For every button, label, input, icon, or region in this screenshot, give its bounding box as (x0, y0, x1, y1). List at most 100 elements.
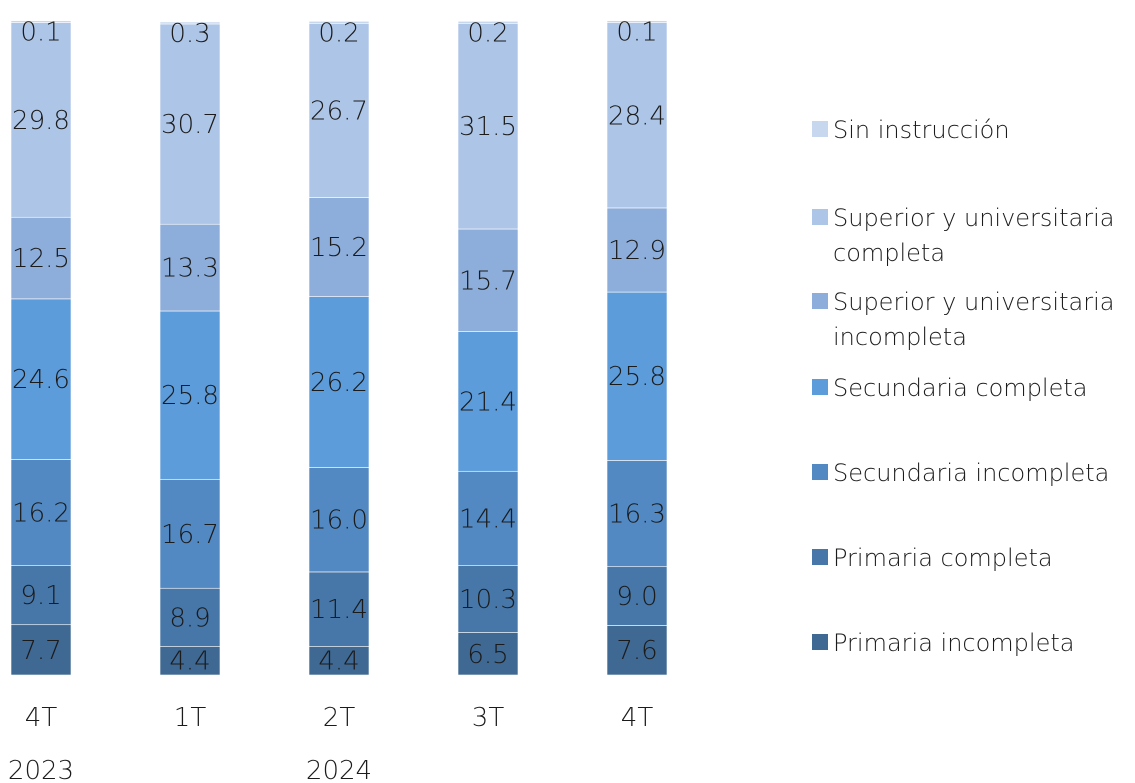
bar-segment (457, 470, 519, 566)
bar-segment (606, 625, 668, 676)
bar-segment (10, 20, 72, 23)
legend-item: Sin instrucción (812, 116, 1010, 144)
value-label: 12.9 (608, 236, 666, 266)
bar-segment (457, 23, 519, 230)
value-label: 26.7 (310, 96, 368, 126)
value-label: 7.7 (20, 636, 61, 666)
value-label: 31.5 (459, 112, 517, 142)
bar-segment (159, 223, 221, 312)
bar-segment (606, 291, 668, 461)
value-label: 21.4 (459, 387, 517, 417)
x-tick-label: 4T (621, 703, 654, 733)
bar-segment (308, 645, 370, 676)
value-label: 16.7 (161, 520, 219, 550)
value-label: 25.8 (608, 362, 666, 392)
x-tick-label: 1T (174, 703, 207, 733)
bar-segment (606, 22, 668, 209)
value-label: 0.2 (318, 18, 359, 48)
legend-swatch (812, 464, 828, 480)
bars-group (10, 20, 668, 676)
bar-segment (457, 228, 519, 332)
value-label: 30.7 (161, 110, 219, 140)
bar-segment (159, 645, 221, 676)
bar-segment (159, 23, 221, 225)
bar-segment (308, 296, 370, 468)
legend-item: Primaria completa (812, 544, 1053, 572)
legend-swatch (812, 379, 828, 395)
bar-segment (10, 564, 72, 626)
value-label: 12.5 (12, 244, 70, 274)
value-labels-group: 7.7 9.1 16.2 24.6 12.5 29.8 0.1 4.4 8.9 16.7 25.8 1… (12, 18, 666, 677)
value-label: 9.0 (616, 582, 657, 612)
value-label: 0.1 (20, 18, 61, 48)
x-tick-label: 3T (472, 703, 505, 733)
value-label: 0.1 (616, 18, 657, 48)
legend-item: Superior y universitaria completa (812, 204, 1114, 267)
bar-segment (159, 310, 221, 480)
value-label: 16.3 (608, 500, 666, 530)
legend-label: completa (833, 239, 945, 267)
value-label: 29.8 (12, 106, 70, 136)
value-label: 24.6 (12, 365, 70, 395)
value-label: 13.3 (161, 254, 219, 284)
value-label: 28.4 (608, 101, 666, 131)
legend-item: Primaria incompleta (812, 629, 1074, 657)
value-label: 16.2 (12, 498, 70, 528)
value-label: 25.8 (161, 381, 219, 411)
legend-label: Superior y universitaria (833, 204, 1114, 232)
legend: Sin instrucción Superior y universitaria c… (812, 116, 1114, 657)
bar-segment (159, 587, 221, 647)
legend-swatch (812, 549, 828, 565)
bar-segment (308, 23, 370, 198)
bar-segment (10, 22, 72, 218)
x-tick-label: 4T (25, 703, 58, 733)
legend-label: Secundaria completa (833, 374, 1087, 402)
bar-segment (308, 21, 370, 24)
value-label: 0.2 (467, 18, 508, 48)
legend-label: Primaria completa (833, 544, 1053, 572)
value-label: 16.0 (310, 506, 368, 536)
x-axis: 4T 1T 2T 3T 4T 2023 2024 (8, 703, 653, 783)
bar-segment (308, 467, 370, 573)
legend-label: Superior y universitaria (833, 288, 1114, 316)
bar-segment (10, 216, 72, 300)
bar-segment (457, 632, 519, 676)
bar-segment (308, 571, 370, 647)
legend-label: Secundaria incompleta (833, 459, 1109, 487)
bar-segment (159, 21, 221, 25)
legend-item: Secundaria completa (812, 374, 1087, 402)
value-label: 10.3 (459, 585, 517, 615)
value-label: 14.4 (459, 504, 517, 534)
bar-segment (10, 298, 72, 460)
bar-segment (10, 624, 72, 676)
bar-segment (457, 331, 519, 472)
bar-segment (457, 564, 519, 633)
value-label: 11.4 (310, 595, 368, 625)
bar-segment (308, 197, 370, 297)
x-year-label: 2024 (306, 756, 372, 783)
bar-segment (159, 478, 221, 589)
value-label: 15.7 (459, 266, 517, 296)
legend-label: Sin instrucción (833, 116, 1010, 144)
bar-segment (606, 20, 668, 23)
legend-item: Secundaria incompleta (812, 459, 1109, 487)
value-label: 4.4 (318, 647, 359, 677)
bar-segment (457, 21, 519, 24)
legend-label: Primaria incompleta (833, 629, 1074, 657)
value-label: 9.1 (20, 581, 61, 611)
legend-item: Superior y universitaria incompleta (812, 288, 1114, 351)
value-label: 6.5 (467, 640, 508, 670)
legend-swatch (812, 209, 828, 225)
legend-swatch (812, 121, 828, 137)
value-label: 26.2 (310, 368, 368, 398)
legend-swatch (812, 293, 828, 309)
bar-segment (606, 566, 668, 626)
value-label: 15.2 (310, 233, 368, 263)
value-label: 0.3 (169, 19, 210, 49)
value-label: 4.4 (169, 647, 210, 677)
value-label: 7.6 (616, 636, 657, 666)
x-tick-label: 2T (323, 703, 356, 733)
x-year-label: 2023 (8, 756, 74, 783)
legend-swatch (812, 634, 828, 650)
